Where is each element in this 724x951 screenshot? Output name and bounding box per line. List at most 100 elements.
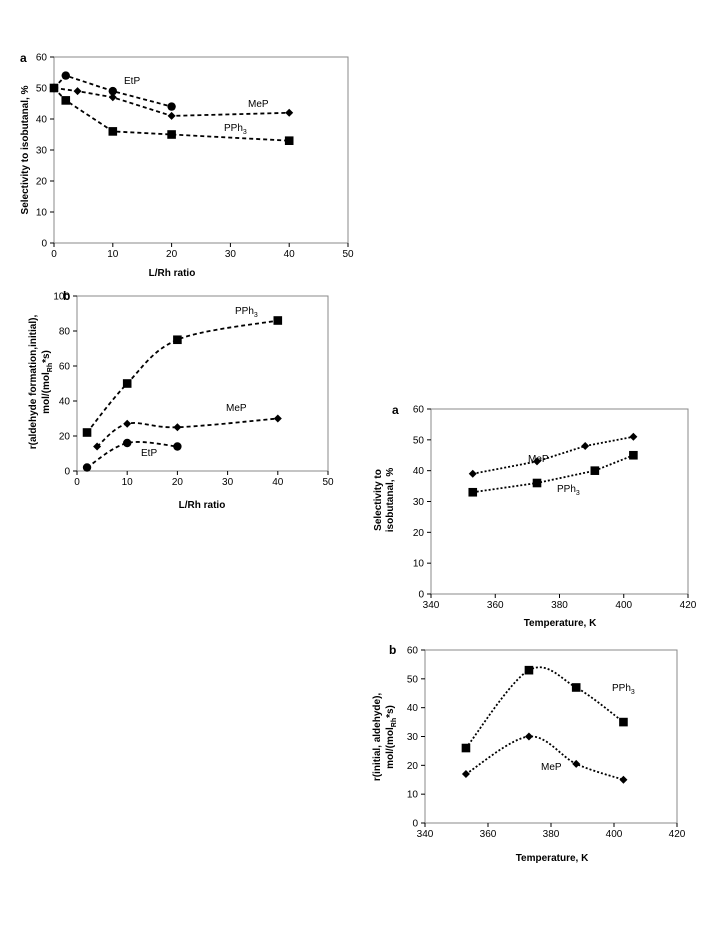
y-tick-label: 10 xyxy=(407,790,419,801)
data-point-mep xyxy=(619,775,628,784)
y-tick-label: 100 xyxy=(53,292,70,303)
data-point-mep xyxy=(167,111,176,120)
x-tick-label: 0 xyxy=(51,249,57,260)
x-tick-label: 400 xyxy=(615,600,632,611)
data-point-etp xyxy=(108,86,118,96)
data-point-mep xyxy=(533,457,542,466)
data-point-pph3 xyxy=(590,466,600,475)
x-tick-label: 400 xyxy=(606,829,623,840)
data-point-mep xyxy=(173,423,182,432)
data-point-mep xyxy=(73,87,82,96)
data-point-mep xyxy=(123,419,132,428)
data-point-pph3 xyxy=(619,717,628,727)
data-point-mep xyxy=(629,432,638,441)
x-tick-label: 380 xyxy=(551,600,568,611)
data-point-mep xyxy=(108,93,117,102)
data-point-pph3 xyxy=(273,316,283,325)
data-point-pph3 xyxy=(173,335,182,345)
x-tick-label: 50 xyxy=(322,477,334,488)
y-tick-label: 40 xyxy=(413,466,425,477)
data-point-etp xyxy=(61,71,70,80)
data-point-pph3 xyxy=(122,379,132,388)
chart-rate-vs-temperature: b r(initial, aldehyde), mol/(molRh*s) Te… xyxy=(372,643,686,864)
data-point-pph3 xyxy=(524,665,534,675)
chart-selectivity-vs-lrh: a Selectivity to isobutanal, % L/Rh rati… xyxy=(20,51,354,279)
series-line-pph3 xyxy=(86,319,278,434)
y-tick-label: 0 xyxy=(64,467,70,478)
data-point-pph3 xyxy=(108,127,118,136)
y-axis-label: r(initial, aldehyde), xyxy=(372,693,383,782)
x-tick-label: 10 xyxy=(107,249,119,260)
data-point-pph3 xyxy=(82,428,92,437)
series-label-mep: MeP xyxy=(541,762,562,773)
series-label-etp: EtP xyxy=(124,76,140,87)
y-tick-label: 40 xyxy=(407,703,419,714)
data-point-mep xyxy=(273,414,282,423)
data-point-pph3 xyxy=(284,136,294,145)
series-label-pph3: PPh3 xyxy=(612,683,635,696)
x-tick-label: 340 xyxy=(417,829,434,840)
x-tick-label: 30 xyxy=(225,249,237,260)
x-tick-label: 360 xyxy=(480,829,497,840)
y-tick-label: 10 xyxy=(36,208,48,219)
y-axis-label-units: mol/(molRh*s) xyxy=(385,705,398,769)
series-label-pph3: PPh3 xyxy=(235,306,258,319)
y-tick-label: 50 xyxy=(36,84,48,95)
plot-frame xyxy=(53,56,349,244)
y-tick-label: 40 xyxy=(59,397,71,408)
y-tick-label: 30 xyxy=(36,146,48,157)
series-label-pph3: PPh3 xyxy=(224,123,247,136)
y-tick-label: 10 xyxy=(413,559,425,570)
series-label-mep: MeP xyxy=(248,99,269,110)
data-point-pph3 xyxy=(461,743,471,753)
series-line-pph3 xyxy=(472,454,634,494)
y-axis-label: Selectivity to isobutanal, % xyxy=(20,85,31,214)
data-point-pph3 xyxy=(49,83,59,93)
data-point-mep xyxy=(572,759,581,768)
y-axis-label: Selectivity to xyxy=(373,469,384,531)
series-line-mep xyxy=(465,735,624,781)
x-tick-label: 420 xyxy=(669,829,686,840)
y-tick-label: 60 xyxy=(59,362,71,373)
y-tick-label: 20 xyxy=(59,432,71,443)
x-tick-label: 340 xyxy=(423,600,440,611)
y-tick-label: 60 xyxy=(407,646,419,657)
data-point-pph3 xyxy=(629,450,638,460)
data-point-pph3 xyxy=(468,487,478,497)
y-axis-label-2: isobutanal, % xyxy=(385,468,396,533)
y-tick-label: 0 xyxy=(41,239,47,250)
x-axis-label: Temperature, K xyxy=(524,618,597,629)
x-tick-label: 50 xyxy=(342,249,354,260)
data-point-etp xyxy=(123,438,132,448)
data-point-pph3 xyxy=(571,683,581,692)
y-tick-label: 20 xyxy=(413,528,425,539)
panel-letter: b xyxy=(389,643,396,657)
y-tick-label: 20 xyxy=(36,177,48,188)
plot-frame xyxy=(76,295,329,472)
chart-rate-vs-lrh: b r(aldehyde formation,initial), mol/(mo… xyxy=(28,289,334,511)
data-point-mep xyxy=(461,769,470,778)
data-point-pph3 xyxy=(532,478,542,488)
data-point-mep xyxy=(93,442,102,451)
y-tick-label: 40 xyxy=(36,115,48,126)
x-tick-label: 0 xyxy=(74,477,80,488)
x-axis-label: L/Rh ratio xyxy=(149,268,196,279)
x-tick-label: 380 xyxy=(543,829,560,840)
y-tick-label: 0 xyxy=(418,590,424,601)
x-tick-label: 30 xyxy=(222,477,234,488)
y-tick-label: 30 xyxy=(407,732,419,743)
y-axis-label: r(aldehyde formation,initial), xyxy=(28,315,39,450)
y-axis-label-units: mol/(molRh*s) xyxy=(41,350,54,414)
x-tick-label: 420 xyxy=(680,600,697,611)
x-tick-label: 40 xyxy=(284,249,296,260)
series-line-etp xyxy=(53,74,172,108)
series-line-etp xyxy=(86,441,178,469)
x-tick-label: 10 xyxy=(122,477,134,488)
y-tick-label: 30 xyxy=(413,497,425,508)
data-point-mep xyxy=(581,442,590,450)
data-point-mep xyxy=(468,469,477,478)
y-tick-label: 60 xyxy=(413,405,425,416)
chart-selectivity-vs-temperature: a Selectivity to isobutanal, % Temperatu… xyxy=(373,403,697,629)
x-axis-label: Temperature, K xyxy=(516,853,589,864)
